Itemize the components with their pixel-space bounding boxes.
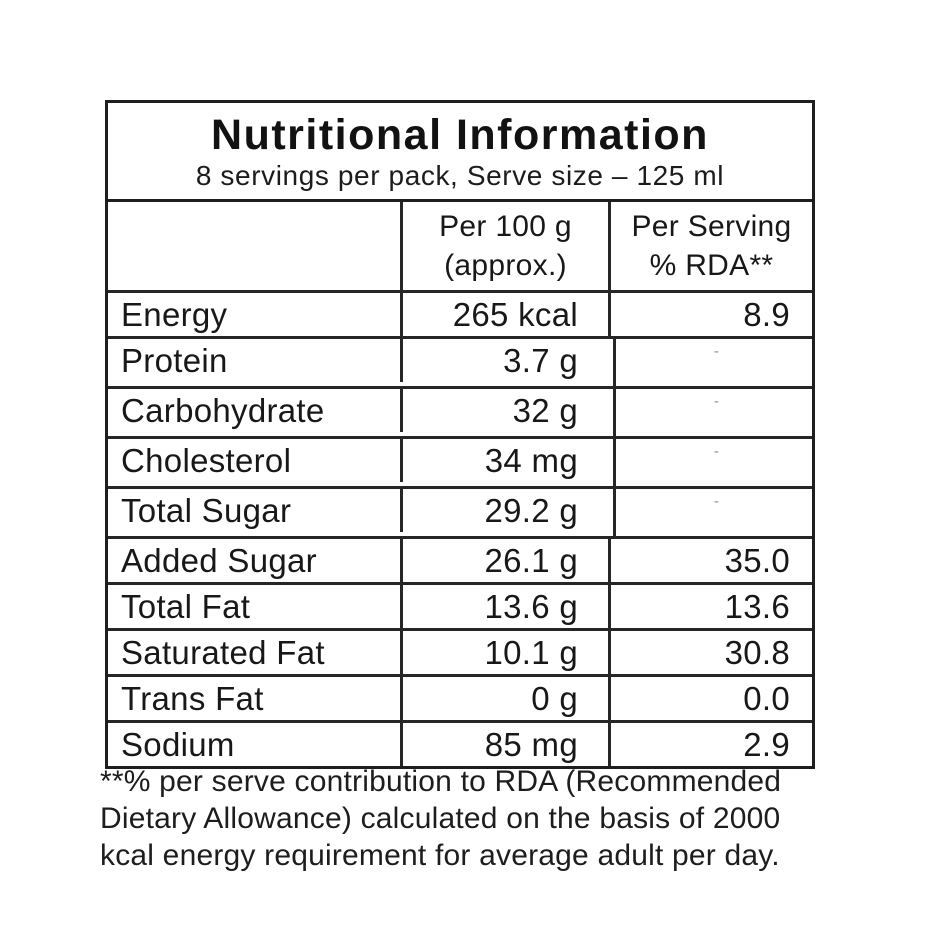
row-label: Total Fat xyxy=(121,587,251,625)
header-rda-cell: Per Serving % RDA** xyxy=(608,202,812,291)
row-label: Energy xyxy=(121,295,228,333)
title-block: Nutritional Information 8 servings per p… xyxy=(108,103,812,203)
row-per100-value: 85 mg xyxy=(400,723,608,767)
table-row-energy: Energy 265 kcal 8.9 xyxy=(108,290,812,337)
table-row-carbohydrate: Carbohydrate 32 g - xyxy=(108,386,812,437)
row-per100-value: 26.1 g xyxy=(400,539,608,583)
row-label: Added Sugar xyxy=(121,541,317,579)
table-header-row: Per 100 g (approx.) Per Serving % RDA** xyxy=(108,202,812,291)
row-label: Sodium xyxy=(121,725,235,763)
row-per100-value: 34 mg xyxy=(400,439,608,483)
row-rda-value: - xyxy=(613,339,817,387)
rda-footnote-line3: kcal energy requirement for average adul… xyxy=(100,839,780,872)
row-label: Saturated Fat xyxy=(121,633,325,671)
row-rda-value: 30.8 xyxy=(608,631,812,675)
header-rda-line1: Per Serving xyxy=(631,210,792,244)
row-label: Protein xyxy=(121,341,228,379)
row-per100-value: 29.2 g xyxy=(400,489,608,533)
row-per100-value: 32 g xyxy=(400,389,608,433)
row-per100-value: 3.7 g xyxy=(400,339,608,383)
header-blank-cell xyxy=(108,202,400,290)
rda-footnote-line2: Dietary Allowance) calculated on the bas… xyxy=(100,802,781,835)
table-row-saturated-fat: Saturated Fat 10.1 g 30.8 xyxy=(108,628,812,675)
table-row-total-sugar: Total Sugar 29.2 g - xyxy=(108,486,812,537)
nutrition-table: Nutritional Information 8 servings per p… xyxy=(105,100,815,770)
table-row-trans-fat: Trans Fat 0 g 0.0 xyxy=(108,674,812,721)
rda-footnote: **% per serve contribution to RDA (Recom… xyxy=(100,763,890,874)
row-per100-value: 265 kcal xyxy=(400,293,608,337)
header-per100-line1: Per 100 g xyxy=(439,210,572,244)
row-label: Carbohydrate xyxy=(121,391,325,429)
row-per100-value: 10.1 g xyxy=(400,631,608,675)
row-label: Total Sugar xyxy=(121,491,292,529)
row-label: Trans Fat xyxy=(121,679,264,717)
table-row-cholesterol: Cholesterol 34 mg - xyxy=(108,436,812,487)
row-per100-value: 13.6 g xyxy=(400,585,608,629)
page-title: Nutritional Information xyxy=(211,111,709,159)
row-label: Cholesterol xyxy=(121,441,292,479)
serving-info-subtitle: 8 servings per pack, Serve size – 125 ml xyxy=(195,160,725,192)
row-per100-value: 0 g xyxy=(400,677,608,721)
rda-footnote-line1: **% per serve contribution to RDA (Recom… xyxy=(100,765,782,798)
table-row-protein: Protein 3.7 g - xyxy=(108,336,812,387)
header-per100-line2: (approx.) xyxy=(444,249,567,283)
row-rda-value: 0.0 xyxy=(608,677,812,721)
row-rda-value: - xyxy=(613,389,817,437)
row-rda-value: - xyxy=(613,439,817,487)
row-rda-value: 2.9 xyxy=(608,723,812,767)
header-rda-line2: % RDA** xyxy=(649,249,774,283)
row-rda-value: 13.6 xyxy=(608,585,812,629)
header-per100-cell: Per 100 g (approx.) xyxy=(400,202,608,291)
table-row-sodium: Sodium 85 mg 2.9 xyxy=(108,720,812,767)
table-row-total-fat: Total Fat 13.6 g 13.6 xyxy=(108,582,812,629)
row-rda-value: 35.0 xyxy=(608,539,812,583)
table-row-added-sugar: Added Sugar 26.1 g 35.0 xyxy=(108,536,812,583)
row-rda-value: 8.9 xyxy=(608,293,812,337)
row-rda-value: - xyxy=(613,489,817,537)
